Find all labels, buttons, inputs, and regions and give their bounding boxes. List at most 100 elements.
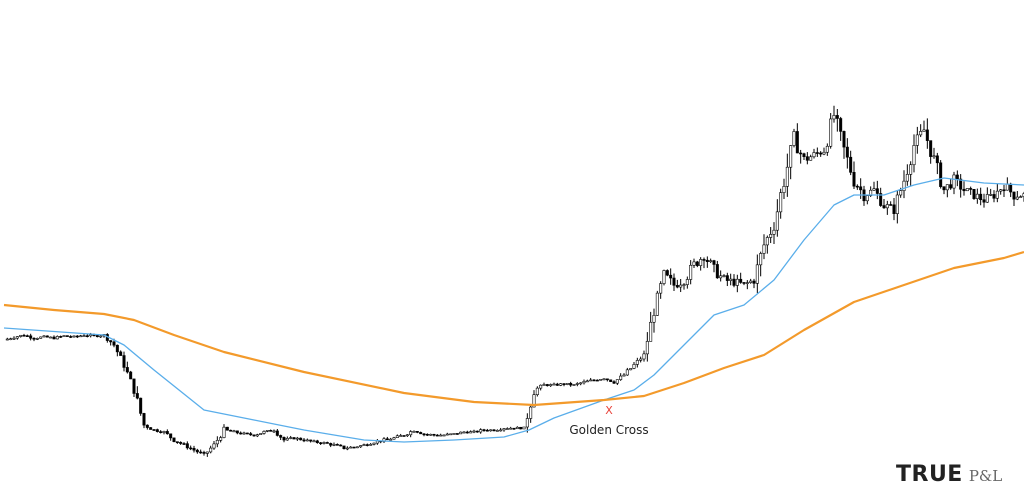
candle-up xyxy=(749,280,753,283)
candle-down xyxy=(129,371,133,380)
candle-up xyxy=(952,174,956,189)
candle-up xyxy=(685,279,689,285)
candle-down xyxy=(819,152,823,155)
candle-up xyxy=(49,336,53,339)
candle-up xyxy=(79,335,83,338)
candle-down xyxy=(302,439,306,442)
candle-up xyxy=(222,426,226,438)
candle-up xyxy=(42,335,46,338)
candle-up xyxy=(642,353,646,360)
candle-down xyxy=(185,443,189,449)
candle-up xyxy=(585,380,589,383)
candle-up xyxy=(505,428,509,430)
candles xyxy=(5,105,1024,457)
candle-down xyxy=(739,278,743,283)
candle-up xyxy=(395,435,399,438)
candle-down xyxy=(492,429,496,432)
candle-up xyxy=(632,364,636,369)
candle-up xyxy=(615,379,619,384)
candle-up xyxy=(782,186,786,193)
candle-up xyxy=(9,338,13,341)
candle-up xyxy=(369,444,373,446)
candle-down xyxy=(665,270,669,276)
candle-up xyxy=(392,437,396,440)
candle-up xyxy=(652,315,656,323)
candle-up xyxy=(529,406,533,419)
candle-up xyxy=(5,338,9,341)
candle-down xyxy=(562,383,566,385)
candle-up xyxy=(872,188,876,191)
candle-up xyxy=(769,234,773,238)
candle-down xyxy=(179,442,183,444)
candle-down xyxy=(475,430,479,433)
candle-up xyxy=(709,260,713,262)
candle-down xyxy=(125,367,129,373)
candle-down xyxy=(435,434,439,437)
candle-down xyxy=(245,432,249,435)
candle-up xyxy=(469,431,473,434)
candle-up xyxy=(12,337,16,340)
candle-up xyxy=(832,115,836,120)
candle-down xyxy=(972,188,976,199)
candle-down xyxy=(805,156,809,161)
candle-down xyxy=(132,378,136,394)
candle-up xyxy=(989,194,993,196)
moving-average-lines xyxy=(3,177,1024,443)
candle-up xyxy=(535,387,539,395)
candle-down xyxy=(339,444,343,447)
candle-down xyxy=(25,335,29,337)
candle-up xyxy=(755,264,759,284)
candle-down xyxy=(992,194,996,199)
candle-up xyxy=(285,438,289,441)
candle-down xyxy=(1002,189,1006,192)
candle-up xyxy=(532,394,536,408)
candle-up xyxy=(412,431,416,433)
candle-up xyxy=(55,336,59,340)
candle-up xyxy=(582,381,586,384)
candle-down xyxy=(169,433,173,439)
candle-down xyxy=(859,186,863,191)
candle-up xyxy=(522,426,526,430)
candle-up xyxy=(559,383,563,386)
candle-down xyxy=(235,430,239,434)
golden-cross-marker: X xyxy=(605,404,613,417)
candle-down xyxy=(275,430,279,436)
candle-up xyxy=(262,431,266,434)
candle-down xyxy=(815,152,819,154)
candle-down xyxy=(455,433,459,435)
candle-down xyxy=(605,378,609,381)
candle-up xyxy=(765,237,769,246)
candle-down xyxy=(702,259,706,261)
candle-up xyxy=(442,434,446,437)
candle-up xyxy=(689,264,693,280)
candle-down xyxy=(935,155,939,164)
candle-up xyxy=(39,336,43,339)
candle-up xyxy=(89,334,93,337)
candle-down xyxy=(879,193,883,206)
candle-up xyxy=(619,375,623,380)
candle-up xyxy=(572,384,576,386)
candle-down xyxy=(122,355,126,368)
candle-down xyxy=(855,185,859,188)
candle-down xyxy=(482,429,486,431)
candle-up xyxy=(909,164,913,175)
candle-down xyxy=(309,439,313,442)
candle-down xyxy=(299,437,303,441)
candle-down xyxy=(979,193,983,201)
candle-up xyxy=(542,384,546,386)
candle-down xyxy=(842,131,846,148)
candle-up xyxy=(662,270,666,284)
candle-up xyxy=(785,166,789,187)
candle-down xyxy=(715,264,719,279)
candle-down xyxy=(172,437,176,442)
candle-up xyxy=(822,151,826,155)
candle-down xyxy=(152,429,156,431)
candle-down xyxy=(672,277,676,286)
candle-up xyxy=(289,437,293,439)
candle-down xyxy=(949,184,953,189)
candle-down xyxy=(612,381,616,384)
candle-down xyxy=(1012,191,1016,200)
candle-down xyxy=(65,335,69,337)
candle-up xyxy=(692,261,696,266)
